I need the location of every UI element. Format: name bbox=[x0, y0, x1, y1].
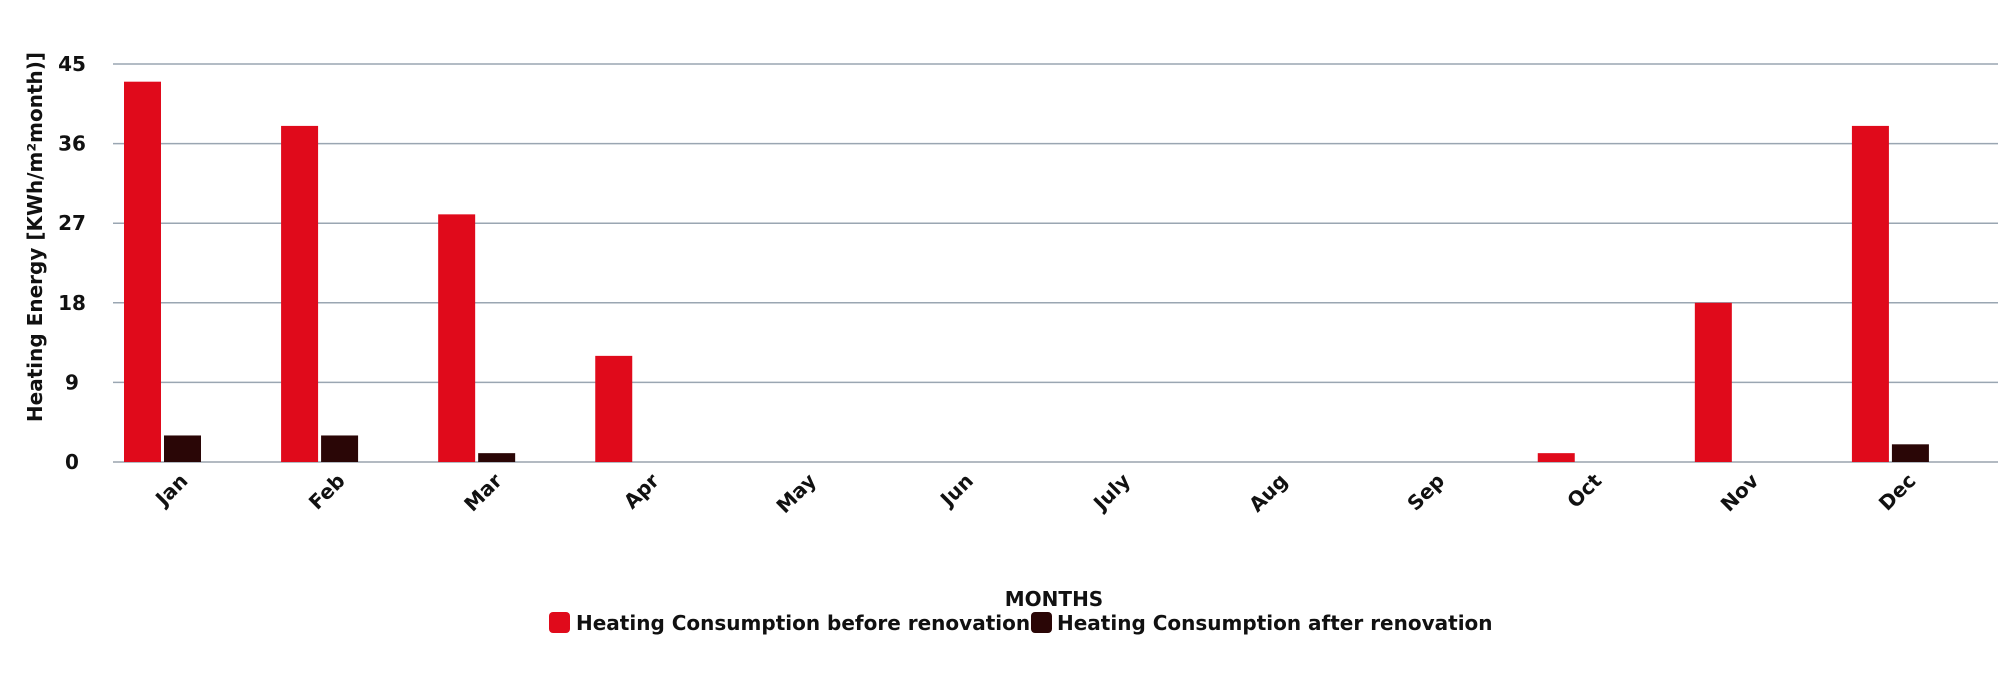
x-tick-label: Sep bbox=[1402, 469, 1449, 516]
legend-label: Heating Consumption before renovation bbox=[576, 611, 1030, 635]
x-tick-label: May bbox=[771, 469, 820, 518]
bar-before-renovation bbox=[281, 125, 319, 463]
bar-after-renovation bbox=[164, 435, 201, 462]
y-axis-title: Heating Energy [KWh/m²month)] bbox=[23, 52, 47, 422]
bar-after-renovation bbox=[321, 435, 359, 462]
y-tick-label: 18 bbox=[58, 291, 86, 315]
x-tick-label: Oct bbox=[1562, 468, 1606, 512]
x-tick-label: Apr bbox=[619, 468, 664, 513]
y-tick-label: 0 bbox=[65, 450, 79, 474]
x-tick-label: Feb bbox=[304, 469, 350, 515]
x-tick-label: July bbox=[1087, 469, 1135, 517]
bar-before-renovation bbox=[1694, 302, 1732, 462]
x-tick-label: Nov bbox=[1716, 469, 1764, 517]
y-tick-label: 36 bbox=[58, 132, 86, 156]
legend: Heating Consumption before renovation Hea… bbox=[549, 611, 1493, 635]
y-axis-ticks: 0 9 18 27 36 45 bbox=[58, 52, 86, 474]
x-axis-title: MONTHS bbox=[1005, 587, 1103, 611]
legend-swatch bbox=[549, 612, 570, 633]
bar-before-renovation bbox=[595, 355, 633, 462]
x-tick-label: Jun bbox=[934, 469, 978, 513]
legend-label: Heating Consumption after renovation bbox=[1057, 611, 1493, 635]
legend-swatch bbox=[1031, 612, 1052, 633]
bar-before-renovation bbox=[1537, 453, 1575, 462]
bars bbox=[124, 81, 1929, 463]
bar-after-renovation bbox=[1891, 444, 1929, 462]
x-tick-label: Mar bbox=[459, 468, 507, 516]
bar-after-renovation bbox=[478, 453, 516, 462]
bar-before-renovation bbox=[438, 214, 476, 462]
gridlines bbox=[113, 63, 1998, 463]
y-tick-label: 9 bbox=[65, 370, 79, 394]
bar-before-renovation bbox=[1851, 125, 1889, 463]
x-tick-label: Jan bbox=[149, 469, 192, 512]
bar-before-renovation bbox=[124, 81, 161, 462]
x-tick-label: Dec bbox=[1874, 469, 1921, 516]
x-tick-label: Aug bbox=[1244, 469, 1292, 517]
y-tick-label: 27 bbox=[58, 211, 86, 235]
x-axis-ticks: Jan Feb Mar Apr May Jun July Aug Sep Oct Nov Dec bbox=[149, 468, 1920, 518]
y-tick-label: 45 bbox=[58, 52, 86, 76]
